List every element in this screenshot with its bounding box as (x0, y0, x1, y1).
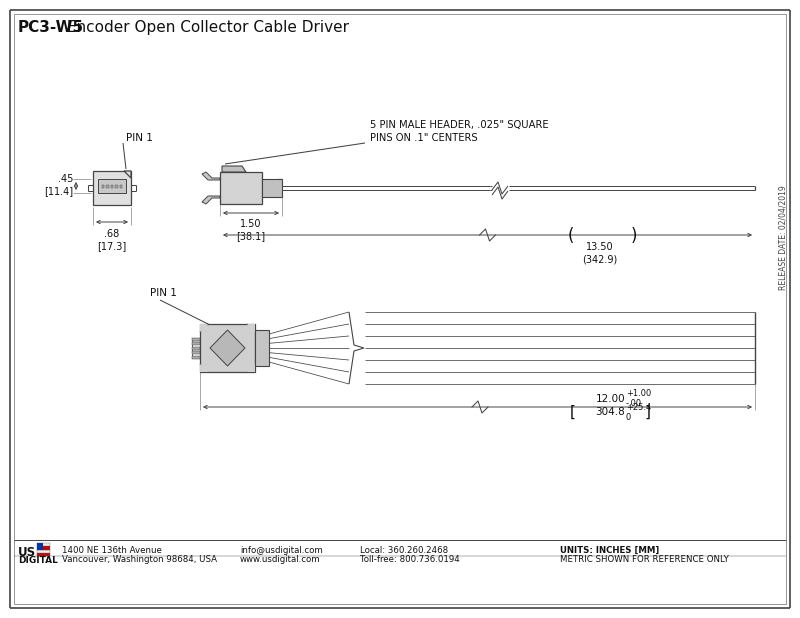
Bar (102, 185, 104, 187)
Bar (255, 330, 269, 366)
Bar (192, 342, 200, 345)
Text: 12.00: 12.00 (595, 394, 625, 404)
Polygon shape (124, 171, 131, 178)
Text: (: ( (568, 227, 574, 245)
Polygon shape (210, 330, 245, 366)
Polygon shape (222, 166, 246, 172)
Text: RELEASE DATE: 02/04/2019: RELEASE DATE: 02/04/2019 (778, 185, 787, 290)
Text: [: [ (570, 405, 576, 420)
Bar (98, 179, 126, 193)
Bar (120, 185, 122, 187)
Text: PC3-W5: PC3-W5 (18, 20, 84, 35)
Bar (192, 347, 200, 350)
Polygon shape (202, 196, 220, 204)
Bar (110, 185, 114, 187)
Text: 1.50
[38.1]: 1.50 [38.1] (237, 219, 266, 242)
Bar (37, 552, 50, 556)
Polygon shape (200, 324, 208, 332)
Text: US: US (18, 546, 36, 559)
Bar (192, 337, 200, 341)
Bar (37, 543, 50, 546)
Bar (192, 351, 200, 354)
Text: 304.8: 304.8 (595, 407, 625, 417)
Text: www.usdigital.com: www.usdigital.com (240, 555, 321, 564)
Text: .45
[11.4]: .45 [11.4] (44, 174, 73, 196)
Text: UNITS: INCHES [MM]: UNITS: INCHES [MM] (560, 546, 659, 555)
Text: 5 PIN MALE HEADER, .025" SQUARE
PINS ON .1" CENTERS: 5 PIN MALE HEADER, .025" SQUARE PINS ON … (370, 120, 549, 143)
Text: PIN 1: PIN 1 (150, 288, 177, 298)
Polygon shape (202, 172, 220, 180)
Polygon shape (247, 324, 255, 332)
Bar (262, 179, 282, 197)
Text: 13.50
(342.9): 13.50 (342.9) (582, 242, 618, 265)
Text: ]: ] (645, 405, 651, 420)
Bar (192, 355, 200, 358)
Text: METRIC SHOWN FOR REFERENCE ONLY: METRIC SHOWN FOR REFERENCE ONLY (560, 555, 729, 564)
Text: info@usdigital.com: info@usdigital.com (240, 546, 322, 555)
Bar (200, 324, 255, 372)
Text: 1400 NE 136th Avenue: 1400 NE 136th Avenue (62, 546, 162, 555)
Text: DIGITAL: DIGITAL (18, 556, 58, 565)
Text: .68
[17.3]: .68 [17.3] (98, 229, 126, 252)
Bar (106, 185, 109, 187)
Bar (93, 171, 131, 205)
Bar (37, 549, 50, 552)
Text: Encoder Open Collector Cable Driver: Encoder Open Collector Cable Driver (62, 20, 349, 35)
Text: +25.4: +25.4 (626, 402, 651, 412)
Bar (220, 172, 262, 204)
Text: Local: 360.260.2468: Local: 360.260.2468 (360, 546, 448, 555)
Text: PIN 1: PIN 1 (126, 133, 153, 143)
Polygon shape (200, 364, 208, 372)
Polygon shape (247, 364, 255, 372)
Text: Vancouver, Washington 98684, USA: Vancouver, Washington 98684, USA (62, 555, 217, 564)
Text: Toll-free: 800.736.0194: Toll-free: 800.736.0194 (360, 555, 460, 564)
Bar (37, 543, 42, 549)
Bar (37, 546, 50, 549)
Text: ): ) (630, 227, 637, 245)
Text: -.00: -.00 (626, 399, 642, 408)
Text: +1.00: +1.00 (626, 389, 651, 399)
Text: 0: 0 (626, 412, 631, 421)
Bar (115, 185, 118, 187)
